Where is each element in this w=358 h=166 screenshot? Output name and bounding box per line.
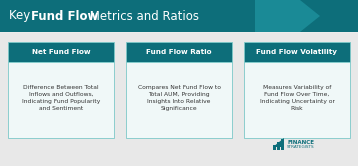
FancyBboxPatch shape (126, 42, 232, 62)
FancyBboxPatch shape (8, 62, 114, 138)
Polygon shape (255, 0, 320, 32)
FancyBboxPatch shape (0, 0, 358, 32)
FancyBboxPatch shape (273, 145, 276, 150)
Text: Compares Net Fund Flow to
Total AUM, Providing
Insights Into Relative
Significan: Compares Net Fund Flow to Total AUM, Pro… (137, 85, 221, 111)
FancyBboxPatch shape (126, 62, 232, 138)
Text: Difference Between Total
Inflows and Outflows,
Indicating Fund Popularity
and Se: Difference Between Total Inflows and Out… (22, 85, 100, 111)
FancyBboxPatch shape (244, 62, 350, 138)
Polygon shape (273, 138, 284, 147)
FancyBboxPatch shape (8, 42, 114, 62)
Text: Metrics and Ratios: Metrics and Ratios (86, 9, 199, 23)
Text: FINANCE: FINANCE (287, 139, 314, 144)
Text: Key: Key (9, 9, 34, 23)
Text: STRATEGISTS: STRATEGISTS (287, 145, 315, 149)
FancyBboxPatch shape (244, 42, 350, 62)
Text: Measures Variability of
Fund Flow Over Time,
Indicating Uncertainty or
Risk: Measures Variability of Fund Flow Over T… (260, 85, 334, 111)
FancyBboxPatch shape (277, 142, 280, 150)
Text: Fund Flow: Fund Flow (31, 9, 98, 23)
Text: Fund Flow Volatility: Fund Flow Volatility (256, 49, 338, 55)
FancyBboxPatch shape (281, 139, 284, 150)
Text: Fund Flow Ratio: Fund Flow Ratio (146, 49, 212, 55)
Text: Net Fund Flow: Net Fund Flow (32, 49, 90, 55)
